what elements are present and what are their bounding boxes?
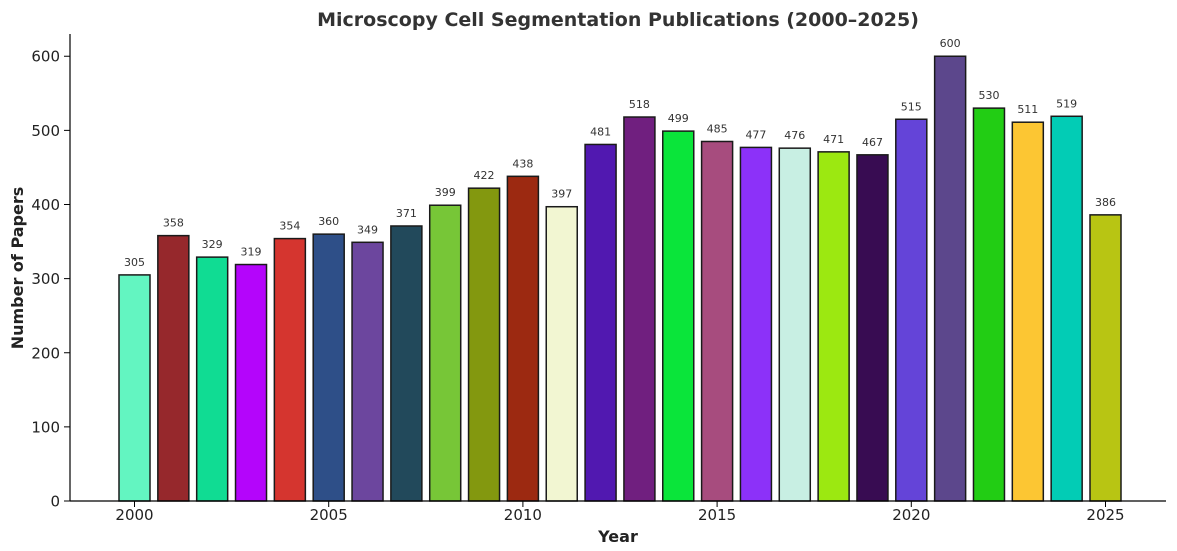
data-label-2024: 519 [1056, 97, 1077, 110]
x-ticks-group: 2000 2005 2010 2015 2020 2025 [115, 501, 1125, 524]
data-label-2003: 319 [241, 246, 262, 259]
x-tick-label-2020: 2020 [892, 506, 930, 524]
bar-2012 [584, 143, 617, 502]
data-label-2005: 360 [318, 215, 339, 228]
bar-2004 [273, 237, 307, 502]
bars-group [118, 55, 1122, 502]
data-label-2011: 397 [551, 188, 572, 201]
data-label-2012: 481 [590, 125, 611, 138]
bar-2018 [817, 151, 850, 502]
data-label-2023: 511 [1017, 103, 1038, 116]
bar-2021 [933, 55, 967, 502]
bar-2025 [1089, 214, 1122, 502]
chart-title: Microscopy Cell Segmentation Publication… [317, 9, 919, 31]
y-tick-label-100: 100 [31, 418, 60, 436]
bar-2007 [390, 225, 423, 502]
data-label-2017: 476 [784, 129, 805, 142]
y-tick-label-500: 500 [31, 122, 60, 140]
data-label-2021: 600 [940, 37, 961, 50]
data-label-2008: 399 [435, 186, 456, 199]
data-label-2010: 438 [512, 157, 533, 170]
data-labels-group: 305 358 329 319 354 360 349 371 399 422 438 397 481 5… [124, 37, 1116, 269]
y-tick-label-600: 600 [31, 48, 60, 66]
bar-2015 [700, 140, 734, 502]
bar-2014 [662, 130, 695, 502]
bar-2016 [739, 146, 773, 502]
x-tick-label-2005: 2005 [310, 506, 348, 524]
y-tick-label-200: 200 [31, 344, 60, 362]
bar-2010 [506, 175, 540, 502]
data-label-2015: 485 [707, 122, 728, 135]
data-label-2016: 477 [745, 128, 766, 141]
data-label-2020: 515 [901, 100, 922, 113]
bar-2002 [195, 256, 229, 502]
data-label-2004: 354 [279, 220, 300, 233]
y-tick-label-400: 400 [31, 196, 60, 214]
bar-2019 [856, 154, 889, 502]
data-label-2022: 530 [978, 89, 999, 102]
data-label-2018: 471 [823, 133, 844, 146]
bar-2013 [623, 116, 656, 502]
y-tick-label-0: 0 [50, 493, 60, 511]
bar-2011 [545, 205, 578, 502]
data-label-2000: 305 [124, 256, 145, 269]
data-label-2019: 467 [862, 136, 883, 149]
data-label-2009: 422 [474, 169, 495, 182]
bar-2008 [428, 204, 462, 502]
x-tick-label-2015: 2015 [698, 506, 736, 524]
x-axis-label: Year [597, 527, 638, 546]
x-tick-label-2010: 2010 [504, 506, 542, 524]
bar-2017 [778, 147, 812, 502]
bar-2000 [118, 274, 151, 502]
bar-2003 [234, 263, 268, 502]
data-label-2001: 358 [163, 217, 184, 230]
data-label-2007: 371 [396, 207, 417, 220]
bar-2006 [351, 241, 384, 502]
data-label-2006: 349 [357, 223, 378, 236]
x-tick-label-2025: 2025 [1086, 506, 1124, 524]
data-label-2002: 329 [202, 238, 223, 251]
data-label-2014: 499 [668, 112, 689, 125]
bar-2020 [895, 118, 928, 502]
bar-2022 [972, 107, 1006, 502]
x-tick-label-2000: 2000 [115, 506, 153, 524]
bar-2001 [157, 234, 190, 502]
bar-2009 [467, 187, 501, 502]
y-axis-label: Number of Papers [8, 187, 27, 350]
bar-2024 [1050, 115, 1083, 502]
y-tick-label-300: 300 [31, 270, 60, 288]
y-ticks-group: 0 100 200 300 400 500 600 [31, 48, 70, 511]
bar-2005 [312, 233, 345, 502]
bar-2023 [1011, 121, 1045, 502]
data-label-2025: 386 [1095, 196, 1116, 209]
data-label-2013: 518 [629, 98, 650, 111]
